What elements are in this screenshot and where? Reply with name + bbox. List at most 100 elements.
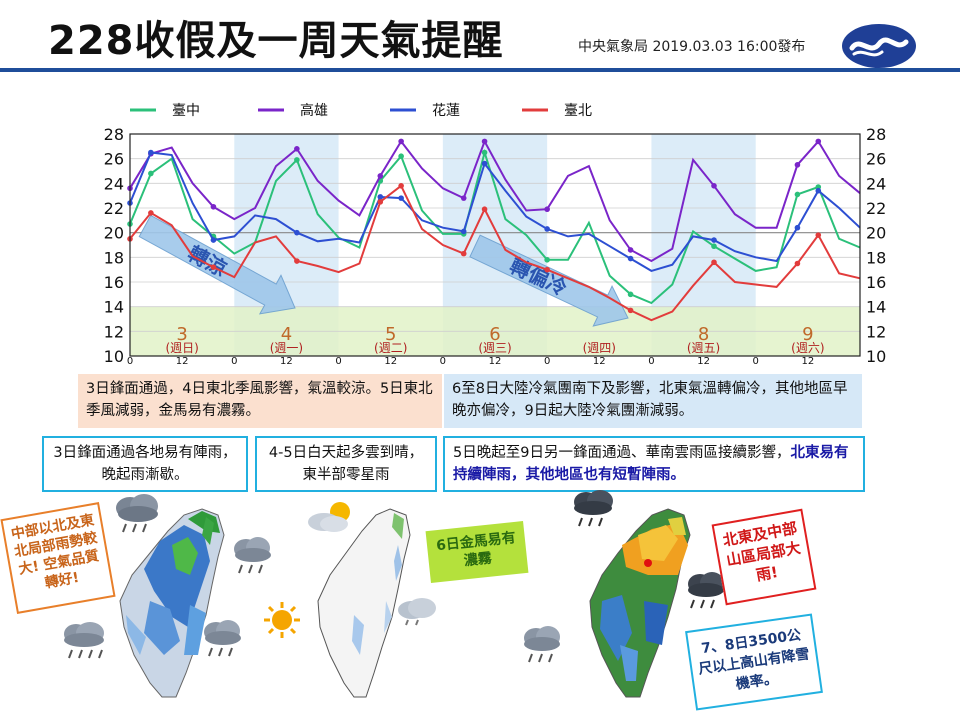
series-point	[794, 224, 801, 231]
series-point	[377, 173, 384, 179]
legend-label: 臺中	[172, 103, 200, 119]
panel-day4-5: 4-5日白天起多雲到晴，東半部零星雨	[255, 436, 437, 492]
series-point	[711, 183, 717, 189]
series-point	[210, 237, 217, 243]
series-point	[481, 149, 488, 156]
series-point	[377, 194, 384, 200]
series-point	[711, 259, 717, 266]
series-point	[294, 146, 300, 152]
y-tick-label: 14	[104, 298, 124, 317]
partly-cloudy-icon	[398, 598, 436, 626]
series-point	[294, 258, 300, 264]
day-weekday: (週五)	[687, 341, 720, 355]
rain-cloud-icon	[64, 622, 104, 659]
x-tick-label: 12	[176, 356, 189, 367]
sun-icon	[264, 602, 300, 638]
x-tick-label: 12	[384, 356, 397, 367]
y-tick-label: 20	[866, 224, 886, 243]
day-number: 4	[281, 324, 292, 345]
note-fog: 6日金馬易有濃霧	[425, 521, 529, 583]
summary-right: 6至8日大陸冷氣團南下及影響，北東氣溫轉偏冷，其他地區早晚亦偏冷，9日起大陸冷氣…	[444, 374, 862, 428]
day-number: 8	[698, 324, 709, 345]
series-point	[148, 170, 154, 177]
series-point	[711, 237, 717, 243]
series-point	[294, 229, 300, 236]
header-divider	[0, 68, 960, 72]
x-tick-label: 0	[127, 356, 133, 367]
series-point	[544, 266, 550, 273]
series-point	[544, 206, 550, 213]
series-point	[544, 257, 550, 263]
x-tick-label: 12	[489, 356, 502, 367]
series-point	[294, 157, 300, 163]
y-tick-label: 18	[866, 248, 886, 267]
taiwan-rain-map-3	[589, 508, 691, 698]
day-weekday: (週三)	[478, 341, 511, 355]
y-tick-label: 16	[104, 273, 124, 292]
y-tick-label: 28	[104, 125, 124, 144]
series-point	[460, 195, 467, 201]
page-title: 228收假及一周天氣提醒	[48, 18, 504, 64]
series-point	[627, 291, 634, 298]
series-point	[398, 183, 404, 189]
cwb-logo-icon	[842, 24, 916, 68]
y-tick-label: 20	[104, 224, 124, 243]
series-point	[398, 138, 404, 145]
y-tick-label: 24	[866, 174, 886, 193]
x-tick-label: 0	[440, 356, 446, 367]
y-tick-label: 10	[104, 347, 124, 366]
note-heavy-rain: 北東及中部山區局部大雨!	[711, 508, 817, 606]
series-point	[815, 187, 822, 194]
series-point	[398, 195, 404, 201]
x-tick-label: 12	[280, 356, 293, 367]
rain-cloud-icon	[688, 572, 724, 609]
x-tick-label: 12	[801, 356, 814, 367]
day-number: 3	[176, 324, 187, 345]
day-weekday: (週六)	[791, 341, 824, 355]
series-point	[794, 162, 801, 168]
day-number: 5	[385, 324, 396, 345]
series-point	[627, 247, 634, 253]
y-tick-label: 12	[866, 322, 886, 341]
rain-cloud-icon	[574, 490, 613, 527]
series-point	[627, 255, 634, 262]
series-line	[129, 138, 861, 263]
day-weekday: (週日)	[165, 341, 198, 355]
series-point	[148, 210, 154, 216]
y-tick-label: 18	[104, 248, 124, 267]
taiwan-rain-map-1	[119, 508, 225, 698]
taiwan-rain-map-2	[317, 508, 411, 698]
rain-cloud-icon	[204, 620, 241, 657]
legend-label: 花蓮	[432, 103, 460, 119]
x-tick-label: 0	[753, 356, 759, 367]
series-point	[481, 206, 488, 213]
series-point	[377, 199, 384, 205]
series-point	[481, 160, 488, 167]
day-number: 6	[489, 324, 500, 345]
series-point	[210, 264, 217, 270]
x-tick-label: 0	[544, 356, 550, 367]
rain-cloud-icon	[116, 494, 158, 533]
series-line	[129, 148, 861, 305]
trend-arrow	[469, 234, 629, 327]
day-weekday: (週四)	[583, 341, 616, 355]
panel-day3: 3日鋒面通過各地易有陣雨，晚起雨漸歇。	[42, 436, 248, 492]
partly-cloudy-icon	[308, 502, 350, 532]
day-weekday: (週二)	[374, 341, 407, 355]
series-line	[129, 184, 861, 322]
y-tick-label: 24	[104, 174, 124, 193]
y-tick-label: 28	[866, 125, 886, 144]
y-tick-label: 22	[866, 199, 886, 218]
summary-left: 3日鋒面通過，4日東北季風影響，氣溫較涼。5日東北季風減弱，金馬易有濃霧。	[78, 374, 442, 428]
y-tick-label: 22	[104, 199, 124, 218]
series-point	[815, 232, 822, 238]
series-point	[544, 226, 550, 232]
series-point	[711, 243, 717, 250]
issuer-info: 中央氣象局 2019.03.03 16:00發布	[578, 39, 806, 55]
series-point	[815, 138, 822, 145]
x-tick-label: 12	[697, 356, 710, 367]
y-tick-label: 26	[104, 150, 124, 169]
series-point	[460, 228, 467, 235]
series-point	[627, 307, 634, 314]
